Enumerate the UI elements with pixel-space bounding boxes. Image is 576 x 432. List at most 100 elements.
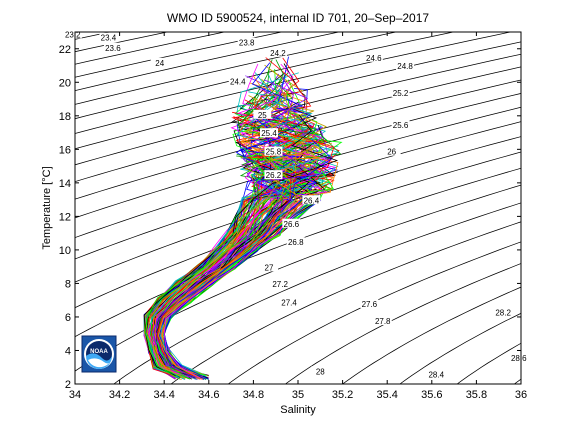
y-tick-label: 22 [59, 44, 71, 56]
isopycnal-label: 26.4 [304, 196, 320, 205]
isopycnal-label-bg [228, 76, 247, 86]
y-axis-label: Temperature [°C] [41, 166, 53, 249]
isopycnal-line [75, 32, 398, 105]
isopycnal-line [75, 32, 341, 92]
isopycnal-label: 28.2 [495, 309, 511, 318]
isopycnal-line [75, 66, 521, 183]
isopycnal-label: 25.4 [261, 129, 277, 138]
isopycnal-label-bg [103, 42, 122, 52]
noaa-logo: NOAA [81, 335, 117, 373]
x-tick-label: 35.4 [376, 389, 397, 401]
isopycnal-line [75, 53, 521, 166]
isopycnal-label-bg [494, 307, 513, 317]
isopycnal-label: 23.4 [101, 34, 117, 43]
isopycnal-line [113, 202, 521, 384]
profile-trace [157, 153, 303, 380]
isopycnal-label: 27.4 [281, 299, 297, 308]
isopycnal-label: 24 [155, 59, 164, 68]
isopycnal-label-bg [99, 32, 118, 42]
y-tick-label: 12 [59, 211, 71, 223]
isopycnal-line [75, 167, 521, 338]
isopycnal-label-bg [63, 29, 82, 39]
profile-trace [160, 101, 340, 381]
isopycnal-line [75, 93, 521, 219]
isopycnal-label: 27.6 [362, 300, 378, 309]
isopycnal-line [341, 286, 521, 384]
isopycnal-label-bg [264, 170, 283, 180]
x-tick-label: 34.4 [153, 389, 174, 401]
isopycnal-label-bg [260, 128, 279, 138]
isopycnal-label: 27.8 [375, 317, 391, 326]
isopycnal-label: 26 [387, 148, 396, 157]
x-axis-ticks: 34 34.2 34.4 34.6 34.8 35 35.2 35.4 35.6 35.8 36 [69, 32, 527, 401]
isopycnal-label: 28.6 [511, 354, 527, 363]
isopycnal-label-bg [260, 262, 279, 272]
x-tick-label: 35.2 [332, 389, 353, 401]
x-tick-label: 35 [292, 389, 304, 401]
profile-trace [146, 169, 329, 378]
isopycnal-line [227, 241, 521, 384]
isopycnal-line [75, 151, 521, 309]
isopycnal-label: 26.6 [284, 220, 300, 229]
isopycnal-line [456, 342, 521, 384]
y-tick-label: 8 [65, 278, 71, 290]
x-tick-label: 35.8 [466, 389, 487, 401]
isopycnal-label: 24.4 [230, 77, 246, 86]
isopycnal-label-bg [280, 297, 299, 307]
profile-trace [144, 86, 321, 378]
x-axis-label: Salinity [280, 404, 316, 416]
profile-trace [152, 199, 271, 378]
isopycnal-label-bg [391, 119, 410, 129]
isopycnal-label: 23.2 [65, 30, 81, 39]
profile-trace [143, 57, 312, 377]
isopycnal-line [75, 32, 284, 78]
isopycnal-label: 25.6 [393, 121, 409, 130]
x-tick-label: 35.6 [421, 389, 442, 401]
isopycnal-line [399, 312, 521, 384]
y-tick-label: 20 [59, 77, 71, 89]
isopycnal-label: 23.6 [105, 44, 121, 53]
noaa-logo-text: NOAA [90, 349, 108, 355]
profile-trace [144, 147, 266, 380]
profile-trace [146, 142, 333, 380]
isopycnal-label-bg [237, 37, 256, 47]
isopycnal-label: 24.2 [270, 49, 286, 58]
isopycnal-label-bg [373, 315, 392, 325]
isopycnal-label: 24.6 [366, 54, 382, 63]
isopycnal-label-bg [302, 195, 321, 205]
y-tick-label: 4 [65, 345, 71, 357]
isopycnal-label-bg [311, 366, 330, 376]
isopycnal-label: 24.8 [397, 62, 413, 71]
isopycnal-label-bg [396, 61, 415, 71]
profile-trace [155, 164, 310, 379]
isopycnal-line [75, 106, 521, 238]
isopycnal-label: 25.8 [266, 148, 282, 157]
chart-title: WMO ID 5900524, internal ID 701, 20–Sep–… [167, 11, 429, 25]
isopycnal-label-bg [253, 109, 272, 119]
isopycnal-label: 23.8 [239, 39, 255, 48]
y-tick-label: 16 [59, 144, 71, 156]
x-tick-label: 36 [515, 389, 527, 401]
isopycnal-line [75, 121, 521, 260]
isopycnal-label: 27.2 [272, 280, 288, 289]
isopycnal-labels: 23.2 23.423.6 23.8 24 24.2 24.4 24.6 24.8 25 25.2… [63, 29, 528, 380]
isopycnal-label: 25.2 [393, 89, 409, 98]
y-tick-label: 14 [59, 178, 71, 190]
x-tick-label: 34 [69, 389, 81, 401]
isopycnal-label-bg [427, 369, 446, 379]
isopycnal-line [75, 32, 513, 134]
isopycnal-line [284, 263, 521, 384]
isopycnal-label-bg [360, 299, 379, 309]
profile-trace [151, 75, 304, 376]
isopycnal-label: 28.4 [428, 371, 444, 380]
y-tick-label: 6 [65, 312, 71, 324]
profile-trace [152, 148, 293, 380]
isopycnal-label-bg [271, 279, 290, 289]
isopycnal-label: 26.8 [288, 238, 304, 247]
isopycnal-label-bg [382, 146, 401, 156]
isopycnal-label-bg [150, 57, 169, 67]
x-tick-label: 34.6 [198, 389, 219, 401]
isopycnal-label-bg [282, 218, 301, 228]
